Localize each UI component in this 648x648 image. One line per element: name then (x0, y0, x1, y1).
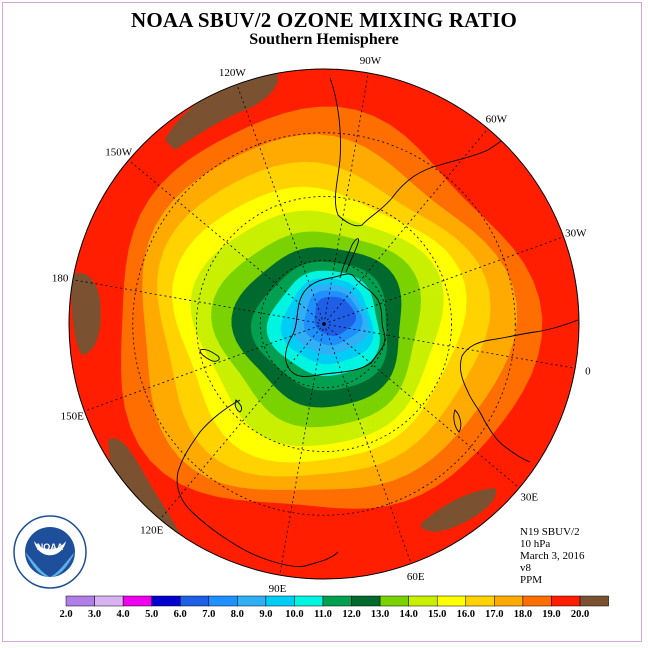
colorbar-swatch (179, 595, 210, 607)
colorbar-swatch (351, 595, 381, 607)
longitude-label: 150W (105, 147, 133, 159)
longitude-labels: 90W 60W 30W 0 30E 60E 90E 120E 150E 180 150W 120W (52, 55, 591, 595)
info-level: 10 hPa (520, 538, 551, 550)
masked-regions (71, 72, 496, 548)
colorbar-tick-label: 12.0 (342, 609, 360, 620)
colorbar-swatch (465, 595, 495, 607)
masked-region-se (420, 488, 496, 532)
info-units: PPM (520, 574, 543, 586)
coastline-africa (459, 319, 579, 463)
colorbar-swatch (494, 595, 524, 607)
colorbar-tick-label: 10.0 (285, 609, 303, 620)
info-date: March 3, 2016 (520, 550, 585, 562)
longitude-label: 120W (219, 67, 247, 79)
longitude-label: 90W (360, 55, 382, 67)
masked-region-nw (165, 72, 279, 150)
longitude-label: 150E (61, 411, 85, 423)
contour-band (314, 296, 356, 336)
logo-text: NOAA (37, 542, 64, 552)
colorbar-tick-label: 3.0 (88, 609, 101, 620)
longitude-label: 30E (520, 491, 538, 503)
colorbar-swatch (408, 595, 438, 607)
colorbar-swatch (208, 595, 238, 607)
coastline-antarctica (285, 273, 386, 377)
longitude-label: 90E (269, 583, 287, 595)
masked-region-sw (108, 438, 183, 548)
longitude-label: 60W (486, 114, 508, 126)
coastline-australia (176, 399, 339, 567)
coastline-south-america (329, 77, 521, 227)
colorbar-tick-label: 20.0 (571, 609, 589, 620)
colorbar-tick-label: 2.0 (59, 609, 72, 620)
colorbar-swatch (122, 595, 152, 607)
colorbar-tick-label: 4.0 (117, 609, 130, 620)
colorbar-tick-label: 16.0 (457, 609, 475, 620)
colorbar-tick-label: 19.0 (542, 609, 560, 620)
colorbar-swatch (265, 595, 295, 607)
colorbar-swatch (551, 595, 581, 607)
colorbar-swatch (522, 595, 552, 607)
latitude-circle (196, 196, 452, 452)
colorbar-tick-label: 5.0 (145, 609, 158, 620)
longitude-label: 120E (140, 524, 164, 536)
colorbar-tick-label: 6.0 (174, 609, 187, 620)
colorbar-swatch (237, 595, 267, 607)
coastline-tasmania (234, 399, 243, 413)
colorbar-tick-label: 9.0 (259, 609, 272, 620)
colorbar-tick-label: 8.0 (231, 609, 244, 620)
coastline-new-zealand (199, 349, 220, 362)
colorbar-swatch (294, 595, 324, 607)
colorbar-tick-label: 15.0 (428, 609, 446, 620)
map-border (68, 68, 580, 580)
longitude-label: 60E (407, 571, 425, 583)
colorbar-tick-label: 18.0 (514, 609, 532, 620)
noaa-logo: NOAA (13, 515, 87, 589)
colorbar-swatch (65, 595, 95, 607)
coastline-madagascar (453, 409, 462, 433)
chart-title: NOAA SBUV/2 OZONE MIXING RATIO (131, 8, 517, 32)
colorbar-swatch (379, 595, 409, 607)
colorbar-swatch (151, 595, 181, 607)
colorbar-swatch (94, 595, 124, 607)
colorbar-swatch (436, 595, 467, 607)
colorbar-tick-label: 14.0 (400, 609, 418, 620)
colorbar-tick-label: 11.0 (314, 609, 332, 620)
info-instrument: N19 SBUV/2 (520, 526, 580, 538)
longitude-label: 180 (52, 273, 69, 285)
masked-region-w (71, 272, 101, 355)
colorbar-tick-label: 7.0 (202, 609, 215, 620)
colorbar-swatch (579, 595, 609, 607)
coastline-antarctic-peninsula (339, 238, 359, 279)
longitude-label: 30W (565, 227, 587, 239)
chart-subtitle: Southern Hemisphere (249, 31, 399, 48)
info-version: v8 (520, 562, 531, 574)
latitude-circle (259, 259, 389, 389)
colorbar-tick-label: 17.0 (485, 609, 503, 620)
graticule (72, 72, 576, 576)
longitude-label: 0 (585, 366, 591, 378)
colorbar: 2.0 3.0 4.0 5.0 6.0 7.0 8.0 9.0 10.0 11.0 12.0 13.0… (59, 595, 609, 620)
colorbar-tick-label: 13.0 (371, 609, 389, 620)
map-disc (69, 69, 579, 579)
coastlines (176, 77, 579, 567)
latitude-circle (132, 132, 516, 516)
colorbar-swatch (322, 595, 352, 607)
